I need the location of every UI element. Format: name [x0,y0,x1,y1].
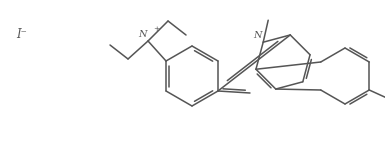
Text: N: N [139,30,147,39]
Text: I⁻: I⁻ [16,28,27,41]
Text: +: + [153,25,159,33]
Text: N: N [254,31,262,40]
